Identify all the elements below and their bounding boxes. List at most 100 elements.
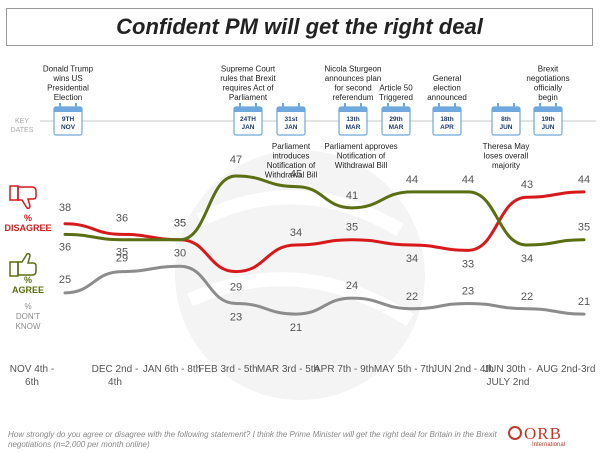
data-label: 44 <box>462 174 474 186</box>
event-date: 29th MAR <box>389 116 404 131</box>
calendar-icon-ring <box>454 103 456 109</box>
data-label: 29 <box>230 282 242 294</box>
data-label: 38 <box>59 202 71 214</box>
data-label: 35 <box>346 222 358 234</box>
data-label: 33 <box>462 258 474 270</box>
calendar-icon-header <box>277 107 305 112</box>
calendar-icon-ring <box>497 103 499 109</box>
calendar-icon-header <box>54 107 82 112</box>
data-label: 35 <box>174 218 186 230</box>
calendar-icon-header <box>382 107 410 112</box>
watermark-swoosh <box>196 190 404 237</box>
calendar-icon-header <box>534 107 562 112</box>
calendar-icon-ring <box>513 103 515 109</box>
event-date: 24TH JAN <box>240 116 256 131</box>
thumbs-up-cuff <box>9 261 19 277</box>
data-label: 44 <box>406 174 418 186</box>
calendar-icon-ring <box>403 103 405 109</box>
data-label: 22 <box>406 291 418 303</box>
event-description: Supreme Court rules that Brexit requires A… <box>220 65 276 103</box>
calendar-icon <box>432 103 462 136</box>
event-description: Donald Trump wins US Presidential Election <box>43 65 94 103</box>
calendar-icon-ring <box>344 103 346 109</box>
event-date: 8th JUN <box>499 116 512 131</box>
thumbs-up-icon <box>9 253 37 277</box>
orb-logo-subtext: International <box>532 442 566 448</box>
event-date: 18th APR <box>440 116 454 131</box>
chart-title: Confident PM will get the right deal <box>116 14 483 39</box>
key-dates-label: KEY DATES <box>11 118 34 134</box>
orb-logo-text: ORB <box>524 424 562 443</box>
calendar-icon <box>338 103 368 136</box>
x-axis-tick-label: MAY 5th - 7th <box>374 364 434 375</box>
data-label: 29 <box>116 253 128 265</box>
x-axis-tick-label: JUN 30th -JULY 2nd <box>484 364 532 388</box>
calendar-icon <box>491 103 521 136</box>
calendar-icon-ring <box>360 103 362 109</box>
data-label: 47 <box>230 154 242 166</box>
x-axis-tick-label: APR 7th - 9th <box>314 364 374 375</box>
survey-question-footnote: How strongly do you agree or disagree wi… <box>8 430 497 449</box>
calendar-icon-ring <box>387 103 389 109</box>
dont-know-line <box>63 264 586 316</box>
data-label: 34 <box>290 227 302 239</box>
calendar-icon-header <box>433 107 461 112</box>
data-label: 30 <box>174 247 186 259</box>
data-label: 35 <box>174 218 186 230</box>
event-description: Nicola Sturgeon announces plan for second r… <box>325 65 382 103</box>
data-label: 24 <box>346 280 358 292</box>
data-label: 34 <box>521 253 533 265</box>
data-label: 35 <box>116 247 128 259</box>
event-description: Parliament approves Notification of Withdr… <box>324 142 397 170</box>
data-label: 23 <box>462 285 474 297</box>
event-description: Brexit negotiations officially begin <box>526 65 569 103</box>
data-label: 25 <box>59 274 71 286</box>
event-date: 31st JAN <box>284 116 298 131</box>
event-date: 9TH NOV <box>61 116 76 131</box>
x-axis-tick-label: DEC 2nd -4th <box>92 364 139 388</box>
data-label: 35 <box>578 222 590 234</box>
calendar-icon-ring <box>539 103 541 109</box>
calendar-icon-header <box>234 107 262 112</box>
data-label: 21 <box>578 296 590 308</box>
calendar-icon-ring <box>282 103 284 109</box>
calendar-icon-header <box>492 107 520 112</box>
data-label: 21 <box>290 322 302 334</box>
agree-line <box>63 174 586 247</box>
calendar-icon <box>276 103 306 136</box>
chart-title-box: Confident PM will get the right deal <box>6 8 593 46</box>
data-label: 44 <box>578 174 590 186</box>
data-label: 22 <box>521 291 533 303</box>
data-label: 36 <box>116 212 128 224</box>
x-axis-tick-label: JAN 6th - 8th <box>143 364 201 375</box>
legend-disagree: % DISAGREE <box>4 213 51 233</box>
data-label: 36 <box>59 241 71 253</box>
event-date: 13th MAR <box>346 116 361 131</box>
calendar-icon <box>533 103 563 136</box>
data-label: 43 <box>521 179 533 191</box>
disagree-line <box>63 190 586 274</box>
event-description: Article 50 Triggered <box>379 84 413 103</box>
calendar-icon-ring <box>75 103 77 109</box>
event-description: General election announced <box>427 74 467 102</box>
event-date: 19th JUN <box>541 116 554 131</box>
orb-logo: ORB International <box>508 424 594 450</box>
legend-agree: % AGREE <box>12 275 44 295</box>
data-label: 41 <box>346 190 358 202</box>
calendar-icon-ring <box>555 103 557 109</box>
event-description: Theresa May loses overall majority <box>483 142 530 170</box>
x-axis-tick-label: MAR 3rd - 5th <box>257 364 319 375</box>
x-axis-tick-label: NOV 4th -6th <box>10 364 54 388</box>
calendar-icon <box>381 103 411 136</box>
calendar-icon-ring <box>239 103 241 109</box>
calendar-icon-header <box>339 107 367 112</box>
legend-dont-know: % DON'T KNOW <box>16 302 41 331</box>
data-label: 45 <box>290 169 302 181</box>
data-label: 34 <box>406 253 418 265</box>
calendar-icon-ring <box>298 103 300 109</box>
calendar-icon-ring <box>59 103 61 109</box>
data-label: 23 <box>230 311 242 323</box>
calendar-icon-ring <box>255 103 257 109</box>
calendar-icon <box>233 103 263 136</box>
